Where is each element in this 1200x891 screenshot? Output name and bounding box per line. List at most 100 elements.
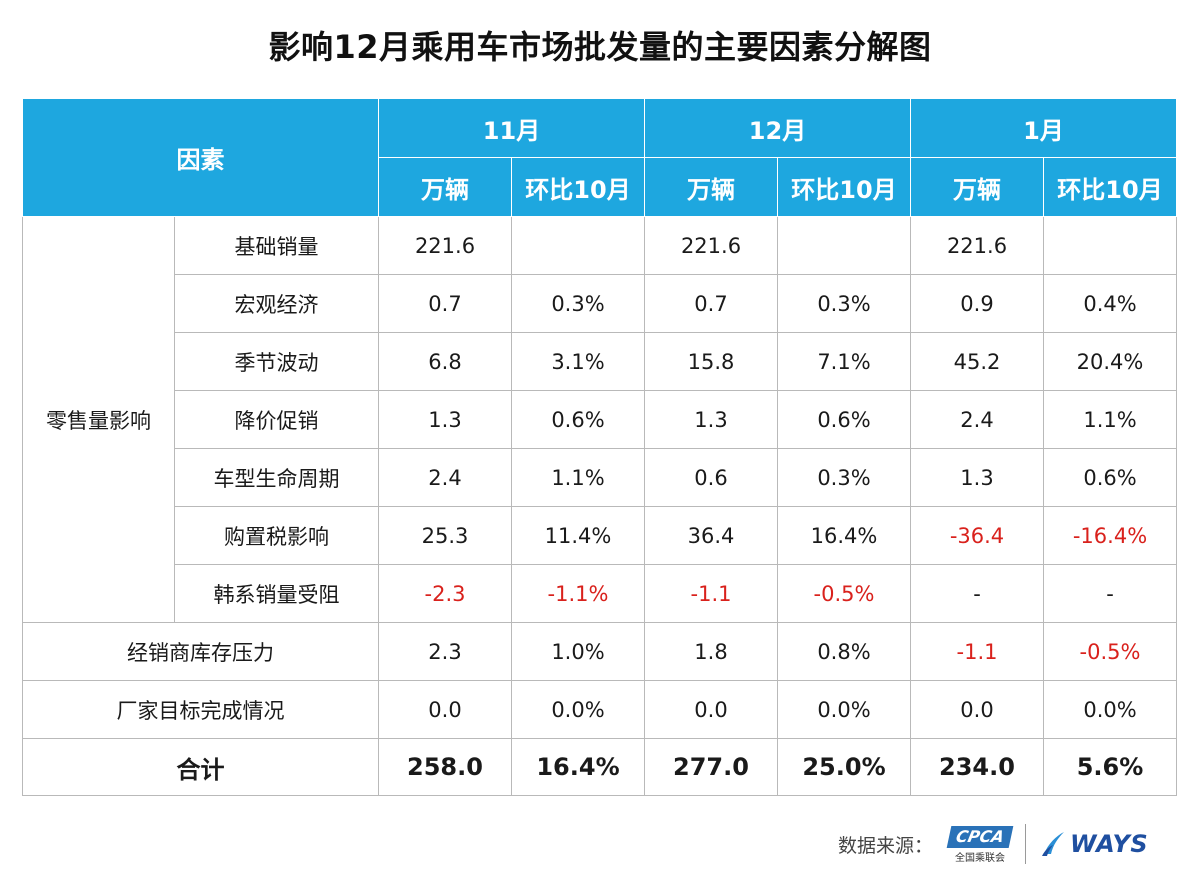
header-month-dec: 12月 [644,98,911,158]
total-row: 合计 258.0 16.4% 277.0 25.0% 234.0 5.6% [22,738,1178,796]
mom-cell: 0.6% [511,390,645,449]
footer-source: 数据来源： CPCA 全国乘联会 WAYS [838,822,1148,866]
header-unit: 万辆 [910,157,1044,217]
source-label: 数据来源： [838,834,934,857]
factor-name: 经销商库存压力 [22,622,379,681]
value-cell: 1.3 [644,390,778,449]
table-row: 经销商库存压力 2.3 1.0% 1.8 0.8% -1.1 -0.5% [22,622,1178,681]
total-cell: 16.4% [511,738,645,796]
header-row-months: 因素 11月 12月 1月 [22,98,1178,217]
value-cell: -36.4 [910,506,1044,565]
mom-cell: 1.1% [511,448,645,507]
value-cell: 2.4 [378,448,512,507]
value-cell: 36.4 [644,506,778,565]
header-mom: 环比10月 [777,157,911,217]
factor-table: 因素 11月 12月 1月 万辆 环比10月 万辆 环比10月 万辆 环比10月… [22,98,1178,796]
mom-cell: 0.3% [777,448,911,507]
value-cell: 1.3 [910,448,1044,507]
value-cell: 2.3 [378,622,512,681]
value-cell: 0.7 [378,274,512,333]
total-label: 合计 [22,738,379,796]
value-cell: 221.6 [378,216,512,275]
total-cell: 234.0 [910,738,1044,796]
cpca-logo-mark: CPCA [946,826,1014,848]
header-row-units: 万辆 环比10月 万辆 环比10月 万辆 环比10月 [23,157,1178,217]
value-cell: 25.3 [378,506,512,565]
value-cell: 15.8 [644,332,778,391]
mom-cell [511,216,645,275]
value-cell: - [910,564,1044,623]
mom-cell: -1.1% [511,564,645,623]
group-label-retail: 零售量影响 [22,216,175,623]
factor-name: 厂家目标完成情况 [22,680,379,739]
mom-cell: 1.1% [1042,390,1178,449]
total-cell: 5.6% [1042,738,1178,796]
mom-cell: 20.4% [1042,332,1178,391]
table-row: 车型生命周期 2.4 1.1% 0.6 0.3% 1.3 0.6% [23,448,1178,507]
ways-logo-text: WAYS [1070,830,1149,858]
value-cell: 1.8 [644,622,778,681]
mom-cell: - [1042,564,1178,623]
header-month-jan: 1月 [909,98,1178,158]
table-row: 购置税影响 25.3 11.4% 36.4 16.4% -36.4 -16.4% [23,506,1178,565]
factor-name: 车型生命周期 [174,448,379,507]
value-cell: 0.0 [910,680,1044,739]
table-row: 厂家目标完成情况 0.0 0.0% 0.0 0.0% 0.0 0.0% [22,680,1178,739]
value-cell: 0.0 [378,680,512,739]
ways-swoosh-icon [1042,832,1065,856]
mom-cell: 0.3% [511,274,645,333]
mom-cell: 0.0% [777,680,911,739]
value-cell: 221.6 [644,216,778,275]
value-cell: 6.8 [378,332,512,391]
total-cell: 25.0% [777,738,911,796]
mom-cell: 0.4% [1042,274,1178,333]
mom-cell [777,216,911,275]
value-cell: 221.6 [910,216,1044,275]
value-cell: -1.1 [644,564,778,623]
mom-cell: 0.6% [1042,448,1178,507]
factor-name: 季节波动 [174,332,379,391]
mom-cell: 16.4% [777,506,911,565]
table-row: 零售量影响 基础销量 221.6 221.6 221.6 [22,216,1178,623]
mom-cell: 0.3% [777,274,911,333]
total-cell: 258.0 [378,738,512,796]
header-unit: 万辆 [378,157,512,217]
table-row: 降价促销 1.3 0.6% 1.3 0.6% 2.4 1.1% [23,390,1178,449]
value-cell: 0.9 [910,274,1044,333]
table-row: 宏观经济 0.7 0.3% 0.7 0.3% 0.9 0.4% [23,274,1178,333]
header-month-nov: 11月 [378,98,645,158]
header-unit: 万辆 [644,157,778,217]
logo-divider [1025,824,1027,864]
header-mom: 环比10月 [511,157,645,217]
header-factor: 因素 [22,98,379,217]
mom-cell [1042,216,1178,275]
mom-cell: 11.4% [511,506,645,565]
page-title: 影响12月乘用车市场批发量的主要因素分解图 [268,28,932,66]
table-row: 韩系销量受阻 -2.3 -1.1% -1.1 -0.5% - - [23,564,1178,623]
mom-cell: 3.1% [511,332,645,391]
mom-cell: -0.5% [777,564,911,623]
mom-cell: 0.0% [1042,680,1178,739]
value-cell: 0.0 [644,680,778,739]
mom-cell: -16.4% [1042,506,1178,565]
cpca-logo-subtitle: 全国乘联会 [955,853,1006,864]
value-cell: -1.1 [910,622,1044,681]
header-mom: 环比10月 [1042,157,1178,217]
table-row: 季节波动 6.8 3.1% 15.8 7.1% 45.2 20.4% [23,332,1178,391]
factor-name: 韩系销量受阻 [174,564,379,623]
total-cell: 277.0 [644,738,778,796]
mom-cell: 7.1% [777,332,911,391]
mom-cell: -0.5% [1042,622,1178,681]
mom-cell: 0.6% [777,390,911,449]
value-cell: 45.2 [910,332,1044,391]
factor-name: 降价促销 [174,390,379,449]
cpca-logo: CPCA 全国乘联会 [946,826,1014,864]
value-cell: 1.3 [378,390,512,449]
factor-name: 宏观经济 [174,274,379,333]
value-cell: -2.3 [378,564,512,623]
value-cell: 0.6 [644,448,778,507]
mom-cell: 0.8% [777,622,911,681]
value-cell: 0.7 [644,274,778,333]
ways-logo: WAYS [1040,830,1148,858]
table-body: 因素 11月 12月 1月 万辆 环比10月 万辆 环比10月 万辆 环比10月… [22,98,1178,796]
